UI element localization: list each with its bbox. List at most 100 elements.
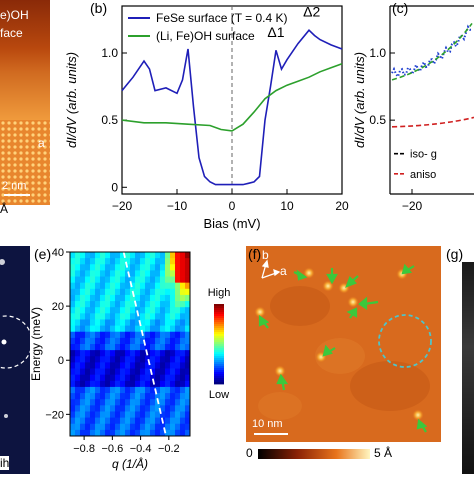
heatmap-cell [160, 356, 166, 363]
heatmap-cell [80, 288, 86, 296]
panel-f-scalebar: 10 nm [252, 418, 283, 430]
heatmap-cell [105, 368, 111, 376]
heatmap-cell [130, 252, 136, 259]
heatmap-cell [95, 288, 101, 296]
heatmap-cell [175, 386, 181, 394]
heatmap-cell [140, 362, 146, 369]
heatmap-cell [160, 282, 166, 290]
heatmap-cell [125, 258, 131, 265]
x-tick-label-b: 0 [229, 199, 236, 213]
heatmap-cell [145, 276, 151, 284]
heatmap-cell [70, 405, 76, 412]
heatmap-cell [130, 294, 136, 302]
colorbar-e-cell [214, 318, 224, 321]
heatmap-cell [70, 301, 76, 308]
heatmap-cell [170, 331, 176, 339]
x-tick-label-e: −0.8 [73, 443, 95, 455]
panel-e-chart: −0.8 −0.6 −0.4 −0.2 40 20 0 −20 q (1/Å) Energy (m… [30, 247, 230, 471]
heatmap-cell [125, 288, 131, 296]
x-tick-label-e: −0.2 [158, 443, 180, 455]
series-points-c [391, 24, 472, 79]
heatmap-cell [95, 319, 101, 326]
heatmap-cell [85, 301, 91, 308]
heatmap-cell [165, 294, 171, 302]
y-tick-label-b: 1.0 [101, 46, 118, 60]
heatmap-cell [185, 405, 191, 412]
heatmap-cell [140, 258, 146, 265]
heatmap-cell [155, 386, 161, 394]
heatmap-cell [130, 331, 136, 339]
heatmap-cell [85, 319, 91, 326]
heatmap-cell [140, 337, 146, 345]
heatmap-cell [175, 307, 181, 314]
heatmap-cell [135, 264, 141, 271]
heatmap-cell [180, 374, 186, 382]
heatmap-cell [175, 325, 181, 333]
heatmap-cell [95, 417, 101, 425]
series-line-b-0 [121, 29, 343, 186]
heatmap-cell [130, 325, 136, 333]
heatmap-cell [130, 386, 136, 394]
heatmap-cell [80, 301, 86, 308]
heatmap-cell [140, 350, 146, 357]
heatmap-cell [115, 313, 121, 320]
colorbar-e-cell [214, 364, 224, 367]
heatmap-cell [95, 258, 101, 265]
heatmap-cell [70, 282, 76, 290]
panel-a-scalebar-line [4, 194, 30, 196]
heatmap-cell [90, 411, 96, 418]
colorbar-e-cell [214, 356, 224, 359]
heatmap-cell [85, 288, 91, 296]
heatmap-cell [120, 294, 126, 302]
colorbar-e-cell [214, 320, 224, 323]
heatmap-cell [85, 417, 91, 425]
heatmap-cell [85, 429, 91, 437]
heatmap-cell [115, 362, 121, 369]
heatmap-cell [175, 264, 181, 271]
heatmap-cell [170, 429, 176, 437]
heatmap-cell [175, 429, 181, 437]
heatmap-cell [120, 399, 126, 406]
heatmap-cell [180, 380, 186, 388]
panel-f-image [246, 246, 441, 459]
panel-c-chart: 0.5 1.0 −20 dI/dV (arb. units) iso- g aniso [352, 5, 474, 213]
heatmap-cell [175, 411, 181, 418]
heatmap-cell [165, 423, 171, 431]
heatmap-cell [135, 301, 141, 308]
heatmap-cell [175, 270, 181, 277]
heatmap-cell [100, 313, 106, 320]
annotation-delta2: Δ2 [303, 4, 320, 20]
heatmap-cell [90, 282, 96, 290]
heatmap-cell [165, 374, 171, 382]
heatmap-cell [130, 258, 136, 265]
heatmap-cell [95, 386, 101, 394]
heatmap-cell [170, 362, 176, 369]
heatmap-cell [100, 258, 106, 265]
colorbar-e-cell [214, 378, 224, 381]
heatmap-cell [105, 374, 111, 382]
heatmap-cell [155, 288, 161, 296]
heatmap-cell [170, 411, 176, 418]
heatmap-cell [180, 423, 186, 431]
heatmap-cell [100, 276, 106, 284]
heatmap-cell [140, 344, 146, 351]
heatmap-cell [85, 337, 91, 345]
heatmap-cell [110, 411, 116, 418]
heatmap-cell [175, 301, 181, 308]
heatmap-cell [160, 319, 166, 326]
heatmap-cell [115, 429, 121, 437]
heatmap-cell [155, 393, 161, 400]
heatmap-cell [185, 288, 191, 296]
heatmap-cell [70, 356, 76, 363]
heatmap-cell [95, 313, 101, 320]
heatmap-cell [175, 350, 181, 357]
heatmap-cell [90, 374, 96, 382]
heatmap-cell [145, 417, 151, 425]
heatmap-cell [110, 380, 116, 388]
heatmap-cell [85, 344, 91, 351]
heatmap-cell [120, 374, 126, 382]
heatmap-cell [125, 307, 131, 314]
colorbar-e-cell [214, 328, 224, 331]
heatmap-cell [185, 319, 191, 326]
heatmap-cell [110, 405, 116, 412]
